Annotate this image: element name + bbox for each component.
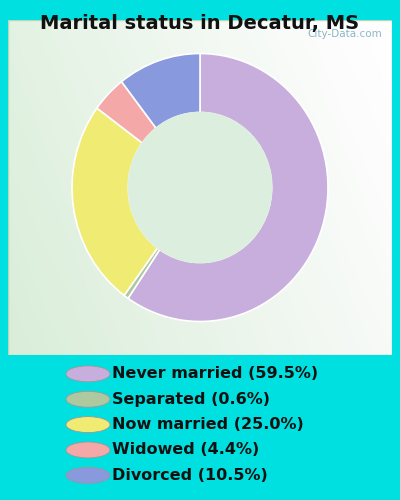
Text: Widowed (4.4%): Widowed (4.4%) xyxy=(112,442,259,458)
Wedge shape xyxy=(72,108,158,296)
Wedge shape xyxy=(128,54,328,322)
Circle shape xyxy=(66,416,110,432)
Text: Divorced (10.5%): Divorced (10.5%) xyxy=(112,468,268,483)
Circle shape xyxy=(66,468,110,483)
Text: Never married (59.5%): Never married (59.5%) xyxy=(112,366,318,382)
Text: Separated (0.6%): Separated (0.6%) xyxy=(112,392,270,406)
Wedge shape xyxy=(122,54,200,128)
Text: City-Data.com: City-Data.com xyxy=(307,30,382,40)
Circle shape xyxy=(66,366,110,382)
Text: Marital status in Decatur, MS: Marital status in Decatur, MS xyxy=(40,14,360,33)
Circle shape xyxy=(66,442,110,458)
Wedge shape xyxy=(97,82,156,143)
Circle shape xyxy=(128,112,272,262)
Wedge shape xyxy=(124,248,160,298)
Circle shape xyxy=(66,391,110,407)
Text: Now married (25.0%): Now married (25.0%) xyxy=(112,417,304,432)
